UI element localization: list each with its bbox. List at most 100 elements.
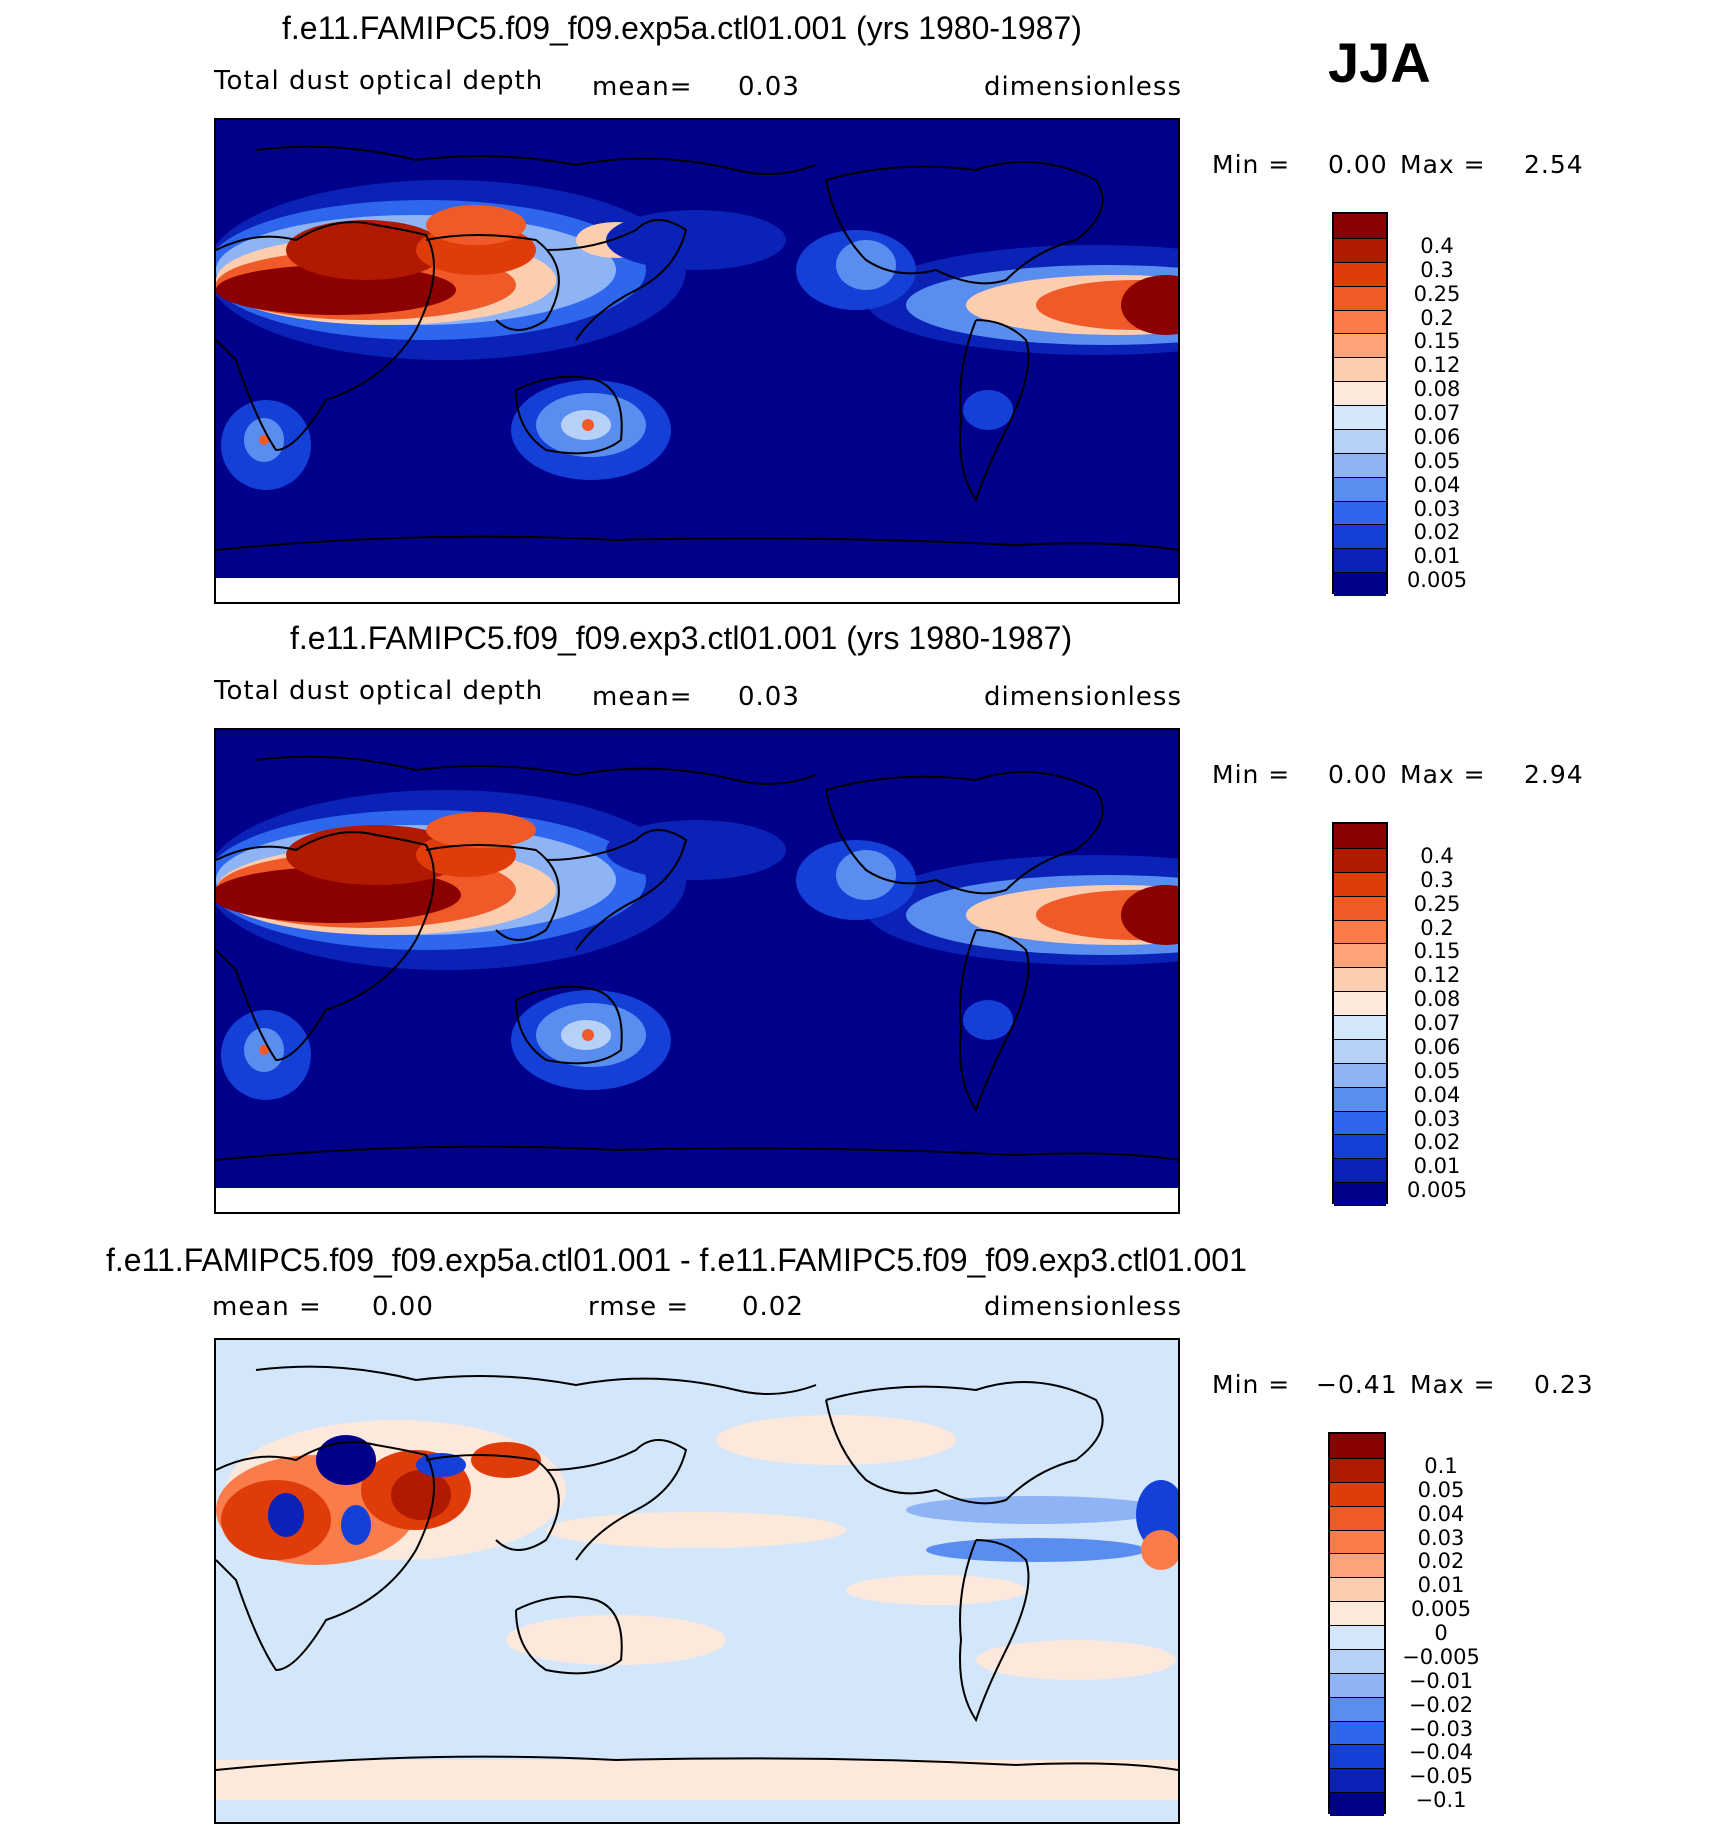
colorbar-segment (1330, 1792, 1384, 1816)
colorbar-segment (1334, 572, 1386, 596)
colorbar-tick-label: 0.25 (1413, 281, 1461, 306)
panel1-min-value: 0.00 (1328, 150, 1388, 179)
panel1-antarctic-blank (216, 578, 1178, 602)
colorbar-tick-label: 0.05 (1413, 448, 1461, 473)
colorbar-segment (1334, 285, 1386, 310)
colorbar-tick-label: 0.05 (1417, 1477, 1465, 1502)
colorbar-segment (1330, 1768, 1384, 1793)
colorbar-tick-label: −0.05 (1408, 1764, 1474, 1789)
colorbar-tick-label: 0.4 (1420, 233, 1454, 258)
colorbar-segment (1334, 476, 1386, 501)
colorbar-tick-label: 0.06 (1413, 1034, 1461, 1059)
colorbar-tick-label: 0.08 (1413, 987, 1461, 1012)
colorbar-tick-label: 0.005 (1406, 1178, 1468, 1203)
colorbar-tick-label: −0.1 (1415, 1788, 1467, 1813)
panel2-max-value: 2.94 (1524, 760, 1584, 789)
colorbar-tick-label: −0.005 (1402, 1644, 1480, 1669)
panel3-mean-value: 0.00 (372, 1292, 434, 1322)
colorbar-tick-label: 0.04 (1413, 472, 1461, 497)
colorbar-tick-label: −0.01 (1408, 1668, 1474, 1693)
colorbar-segment (1334, 237, 1386, 262)
colorbar-segment (1334, 333, 1386, 358)
panel2-colorbar (1332, 822, 1388, 1206)
colorbar-tick-label: 0.05 (1413, 1058, 1461, 1083)
colorbar-segment (1334, 919, 1386, 944)
colorbar-tick-label: 0.1 (1424, 1453, 1458, 1478)
colorbar-segment (1334, 452, 1386, 477)
panel1-max-value: 2.54 (1524, 150, 1584, 179)
colorbar-tick-label: 0.2 (1420, 915, 1454, 940)
colorbar-tick-label: 0.03 (1417, 1525, 1465, 1550)
colorbar-segment (1334, 1134, 1386, 1159)
colorbar-tick-label: 0.04 (1413, 1082, 1461, 1107)
panel2-map-svg (216, 730, 1178, 1212)
colorbar-tick-label: 0.15 (1413, 939, 1461, 964)
colorbar-segment (1334, 1158, 1386, 1183)
colorbar-tick-label: 0.01 (1413, 544, 1461, 569)
colorbar-segment (1334, 357, 1386, 382)
colorbar-segment (1334, 967, 1386, 992)
colorbar-tick-label: 0.07 (1413, 401, 1461, 425)
colorbar-segment (1330, 1553, 1384, 1578)
colorbar-tick-label: 0.07 (1413, 1011, 1461, 1035)
colorbar-segment (1334, 500, 1386, 525)
colorbar-tick-label: 0.02 (1413, 1130, 1461, 1155)
panel2-map (214, 728, 1180, 1214)
colorbar-segment (1330, 1529, 1384, 1554)
colorbar-segment (1334, 548, 1386, 573)
panel1-mean-value: 0.03 (738, 72, 800, 102)
colorbar-segment (1330, 1720, 1384, 1745)
colorbar-segment (1330, 1577, 1384, 1602)
panel3-background (216, 1340, 1178, 1822)
colorbar-segment (1330, 1625, 1384, 1649)
colorbar-tick-label: 0.3 (1420, 867, 1454, 892)
colorbar-segment (1334, 261, 1386, 286)
colorbar-tick-label: 0.12 (1413, 353, 1461, 378)
panel3-title: f.e11.FAMIPC5.f09_f09.exp5a.ctl01.001 - … (106, 1242, 1247, 1278)
panel2-units: dimensionless (984, 682, 1182, 712)
colorbar-tick-label: 0.03 (1413, 496, 1461, 521)
panel3-map (214, 1338, 1180, 1824)
panel3-mean-label: mean = (212, 1292, 322, 1322)
colorbar-tick-label: −0.02 (1408, 1692, 1474, 1717)
colorbar-tick-label: 0.12 (1413, 963, 1461, 988)
colorbar-segment (1334, 428, 1386, 453)
season-label: JJA (1328, 31, 1431, 94)
colorbar-segment (1330, 1601, 1384, 1625)
colorbar-tick-label: −0.04 (1408, 1740, 1474, 1765)
colorbar-segment (1334, 214, 1386, 238)
colorbar-tick-label: 0.06 (1413, 424, 1461, 449)
panel2-title: f.e11.FAMIPC5.f09_f09.exp3.ctl01.001 (yr… (290, 620, 1073, 656)
panel3-min-value: −0.41 (1316, 1370, 1398, 1399)
colorbar-segment (1330, 1434, 1384, 1458)
panel1-variable: Total dust optical depth (214, 66, 544, 96)
colorbar-segment (1330, 1481, 1384, 1506)
panel3-max-value: 0.23 (1534, 1370, 1594, 1399)
colorbar-tick-label: 0 (1434, 1621, 1448, 1645)
panel3-rmse-label: rmse = (588, 1292, 690, 1322)
panel2-mean-label: mean= (592, 682, 693, 712)
panel2-antarctic-blank (216, 1188, 1178, 1212)
colorbar-segment (1330, 1696, 1384, 1721)
panel2-min-label: Min = (1212, 760, 1291, 789)
panel3-units: dimensionless (984, 1292, 1182, 1322)
panel1-min-label: Min = (1212, 150, 1291, 179)
panel3-rmse-value: 0.02 (742, 1292, 804, 1322)
colorbar-segment (1330, 1672, 1384, 1697)
colorbar-segment (1330, 1744, 1384, 1769)
panel2-min-value: 0.00 (1328, 760, 1388, 789)
colorbar-segment (1334, 524, 1386, 549)
panel1-map-svg (216, 120, 1178, 602)
colorbar-tick-label: 0.005 (1410, 1597, 1472, 1622)
colorbar-segment (1334, 1062, 1386, 1087)
colorbar-segment (1330, 1457, 1384, 1482)
panel3-map-svg (216, 1340, 1178, 1822)
colorbar-segment (1334, 943, 1386, 968)
colorbar-segment (1334, 1110, 1386, 1135)
colorbar-tick-label: 0.15 (1413, 329, 1461, 354)
panel3-min-label: Min = (1212, 1370, 1291, 1399)
panel1-title: f.e11.FAMIPC5.f09_f09.exp5a.ctl01.001 (y… (282, 10, 1082, 46)
colorbar-tick-label: 0.2 (1420, 305, 1454, 330)
panel1-mean-label: mean= (592, 72, 693, 102)
panel1-map (214, 118, 1180, 604)
